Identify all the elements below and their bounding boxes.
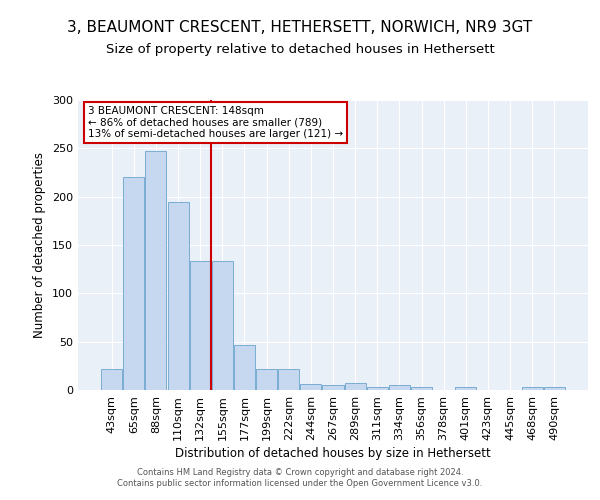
Bar	[301, 384, 322, 390]
Bar	[124, 178, 145, 390]
Text: 3 BEAUMONT CRESCENT: 148sqm
← 86% of detached houses are smaller (789)
13% of se: 3 BEAUMONT CRESCENT: 148sqm ← 86% of det…	[88, 106, 343, 139]
Bar	[455, 387, 476, 390]
Text: Size of property relative to detached houses in Hethersett: Size of property relative to detached ho…	[106, 42, 494, 56]
Bar	[256, 368, 277, 390]
Bar	[212, 262, 233, 390]
Bar	[367, 387, 388, 390]
Bar	[389, 385, 410, 390]
Bar	[145, 151, 166, 390]
Bar	[344, 383, 365, 390]
Bar	[167, 202, 188, 390]
Bar	[278, 368, 299, 390]
Bar	[521, 387, 542, 390]
Text: Contains HM Land Registry data © Crown copyright and database right 2024.
Contai: Contains HM Land Registry data © Crown c…	[118, 468, 482, 487]
Bar	[234, 344, 255, 390]
X-axis label: Distribution of detached houses by size in Hethersett: Distribution of detached houses by size …	[175, 447, 491, 460]
Bar	[101, 368, 122, 390]
Bar	[190, 262, 211, 390]
Text: 3, BEAUMONT CRESCENT, HETHERSETT, NORWICH, NR9 3GT: 3, BEAUMONT CRESCENT, HETHERSETT, NORWIC…	[67, 20, 533, 35]
Bar	[322, 385, 344, 390]
Bar	[544, 387, 565, 390]
Bar	[411, 387, 432, 390]
Y-axis label: Number of detached properties: Number of detached properties	[34, 152, 46, 338]
